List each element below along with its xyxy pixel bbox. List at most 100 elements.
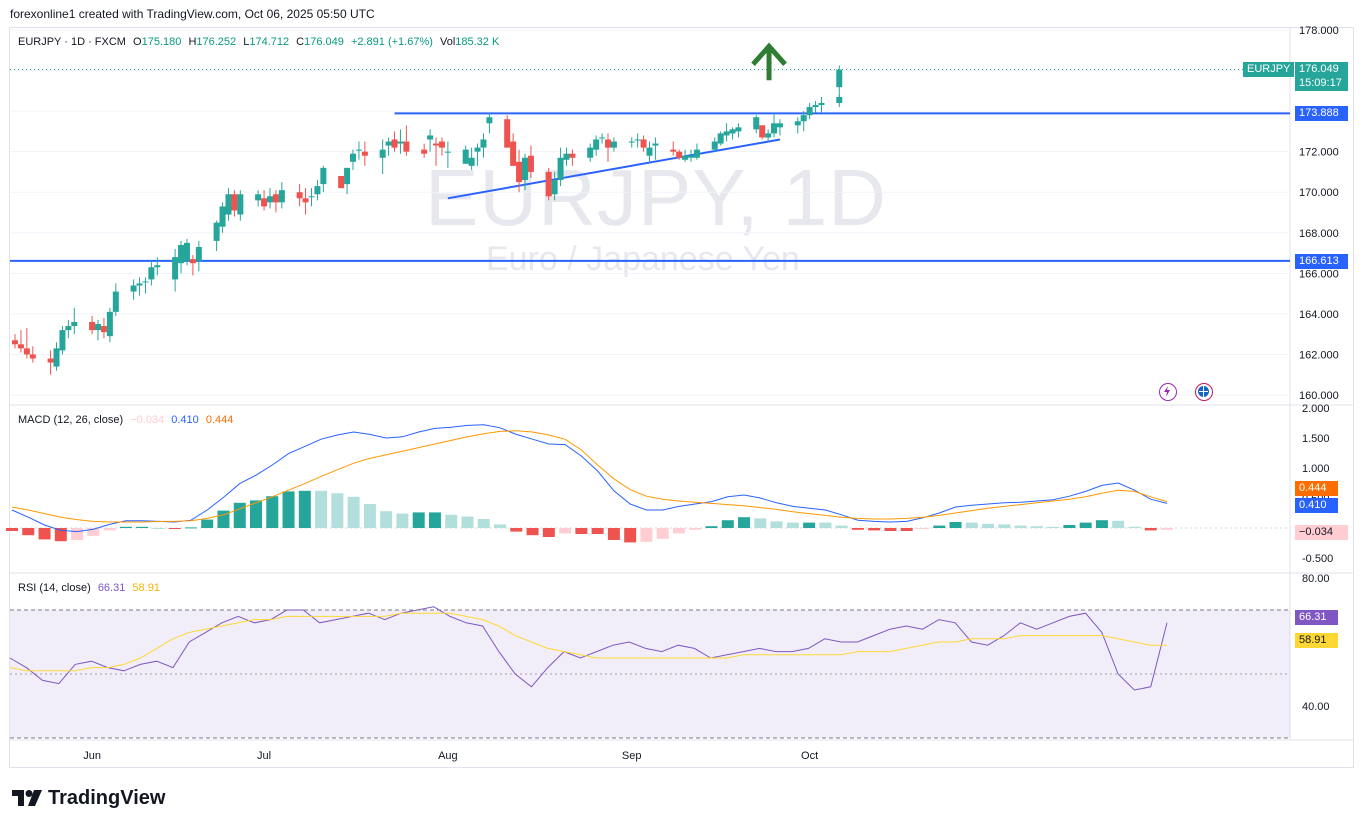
candle-body[interactable] [717,133,724,144]
candle-body[interactable] [646,147,653,156]
candle-body[interactable] [29,354,36,359]
candle-body[interactable] [527,155,534,172]
candle-body[interactable] [154,265,161,268]
candle-body[interactable] [338,176,345,189]
chart-frame[interactable] [9,27,1354,768]
candle-body[interactable] [670,149,677,152]
candle-body[interactable] [379,149,386,158]
candle-body[interactable] [385,141,392,146]
candle-body[interactable] [314,186,321,195]
candle-body[interactable] [219,206,226,227]
candle-body[interactable] [688,155,695,158]
candle-body[interactable] [112,291,119,312]
lightning-icon[interactable] [1159,383,1177,401]
candle-body[interactable] [320,167,327,185]
candle-body[interactable] [59,330,66,351]
candle-body[interactable] [225,194,232,215]
candle-body[interactable] [510,141,517,166]
candle-body[interactable] [735,127,742,132]
candle-body[interactable] [545,171,552,197]
candle-body[interactable] [142,281,149,283]
candle-body[interactable] [136,283,143,286]
up-arrow-icon[interactable] [751,42,787,81]
candle-body[interactable] [403,141,410,152]
candle-body[interactable] [753,117,760,130]
candle-body[interactable] [17,344,24,349]
candle-body[interactable] [189,259,196,264]
candle-body[interactable] [397,141,404,144]
candle-body[interactable] [266,196,273,203]
candle-body[interactable] [480,139,487,148]
candle-body[interactable] [427,135,434,140]
candle-body[interactable] [557,157,564,181]
candle-body[interactable] [711,141,718,150]
candle-body[interactable] [195,246,202,262]
candle-body[interactable] [148,267,155,280]
rsi-line[interactable] [9,606,1168,691]
candle-body[interactable] [361,151,368,156]
candle-body[interactable] [178,244,185,264]
candle-body[interactable] [183,242,190,262]
candle-body[interactable] [652,143,659,146]
macd-line[interactable] [11,424,1168,533]
candle-body[interactable] [71,322,78,327]
candle-body[interactable] [628,141,635,143]
candle-body[interactable] [806,107,813,116]
candle-body[interactable] [474,147,481,152]
candle-body[interactable] [569,153,576,158]
candle-body[interactable] [421,149,428,154]
candle-body[interactable] [255,194,262,201]
candle-body[interactable] [308,196,315,198]
candle-body[interactable] [12,340,18,345]
candle-body[interactable] [355,149,362,151]
candle-body[interactable] [438,141,445,148]
candle-body[interactable] [504,119,511,148]
candle-body[interactable] [599,137,606,139]
candle-body[interactable] [605,139,611,148]
candle-body[interactable] [23,348,30,355]
candle-body[interactable] [516,161,523,183]
candle-body[interactable] [296,192,303,199]
candle-body[interactable] [231,194,238,211]
candle-body[interactable] [723,131,730,136]
trendline[interactable] [447,138,781,200]
candle-body[interactable] [587,147,594,158]
candle-body[interactable] [563,153,570,160]
candle-body[interactable] [462,149,469,164]
candle-body[interactable] [106,311,113,337]
candle-body[interactable] [765,133,772,138]
candle-body[interactable] [818,103,825,106]
candle-body[interactable] [812,105,819,108]
rsi-title[interactable]: RSI (14, close) [18,582,91,594]
candle-body[interactable] [693,149,700,158]
candle-body[interactable] [433,143,440,146]
candle-body[interactable] [776,123,783,128]
candle-body[interactable] [272,194,279,203]
candle-body[interactable] [444,151,451,153]
candle-body[interactable] [551,180,558,195]
macd-legend[interactable]: MACD (12, 26, close) −0.034 0.410 0.444 [18,414,237,426]
symbol-legend[interactable]: EURJPY · 1D · FXCM O175.180 H176.252 L17… [18,36,503,48]
candle-body[interactable] [302,198,309,203]
candle-body[interactable] [172,257,179,280]
candle-body[interactable] [47,358,54,363]
candle-body[interactable] [344,167,351,185]
candle-body[interactable] [95,324,102,331]
macd-signal-line[interactable] [11,430,1168,523]
candle-body[interactable] [237,194,244,215]
candle-body[interactable] [800,115,807,122]
candle-body[interactable] [350,153,357,162]
globe-icon[interactable] [1195,383,1213,401]
candle-body[interactable] [53,348,60,367]
rsi-ma-line[interactable] [9,612,1167,672]
candle-body[interactable] [593,139,600,150]
candle-body[interactable] [213,222,220,241]
candle-body[interactable] [278,190,285,203]
candle-body[interactable] [759,125,766,138]
candle-body[interactable] [468,157,475,166]
candle-body[interactable] [729,129,736,134]
candle-body[interactable] [836,96,843,103]
macd-title[interactable]: MACD (12, 26, close) [18,414,124,426]
candle-body[interactable] [486,117,493,124]
